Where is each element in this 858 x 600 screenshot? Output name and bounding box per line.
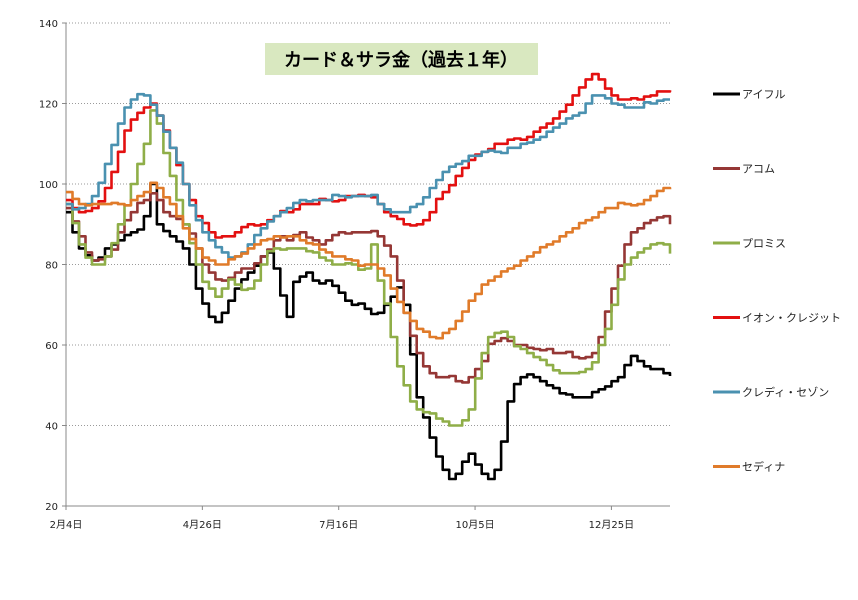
legend-label: イオン・クレジット: [742, 312, 841, 325]
y-tick-label: 120: [39, 100, 58, 111]
x-tick-label: 12月25日: [589, 519, 634, 531]
chart-title-box: カード＆サラ金（過去１年）: [265, 43, 538, 75]
legend-label: アコム: [742, 163, 775, 176]
y-tick-label: 140: [39, 19, 58, 30]
y-tick-label: 60: [45, 341, 58, 352]
axes: 20 40 60 80 100 120 140 2月4日 4月26日 7月16日 10月5日 12月2…: [39, 19, 670, 531]
series-lines: [66, 72, 672, 481]
y-tick-label: 100: [39, 180, 58, 191]
legend-label: クレディ・セゾン: [742, 385, 829, 399]
series-line-3: [66, 109, 672, 427]
legend-label: セディナ: [742, 460, 785, 474]
x-tick-label: 4月26日: [183, 519, 222, 531]
series-line-1: [66, 182, 672, 481]
chart-title-background: [265, 43, 538, 75]
y-tick-label: 20: [45, 502, 58, 513]
y-tick-label: 80: [45, 261, 58, 272]
x-tick-label: 10月5日: [456, 519, 495, 531]
series-line-6: [66, 181, 672, 340]
series-line-2: [66, 192, 672, 384]
y-tick-label: 40: [45, 422, 58, 433]
legend-label: プロミス: [742, 237, 786, 250]
x-tick-label: 2月4日: [50, 519, 83, 531]
legend-label: アイフル: [742, 88, 785, 101]
x-tick-label: 7月16日: [319, 519, 358, 531]
series-line-5: [66, 92, 670, 259]
chart-title: カード＆サラ金（過去１年）: [284, 49, 518, 71]
